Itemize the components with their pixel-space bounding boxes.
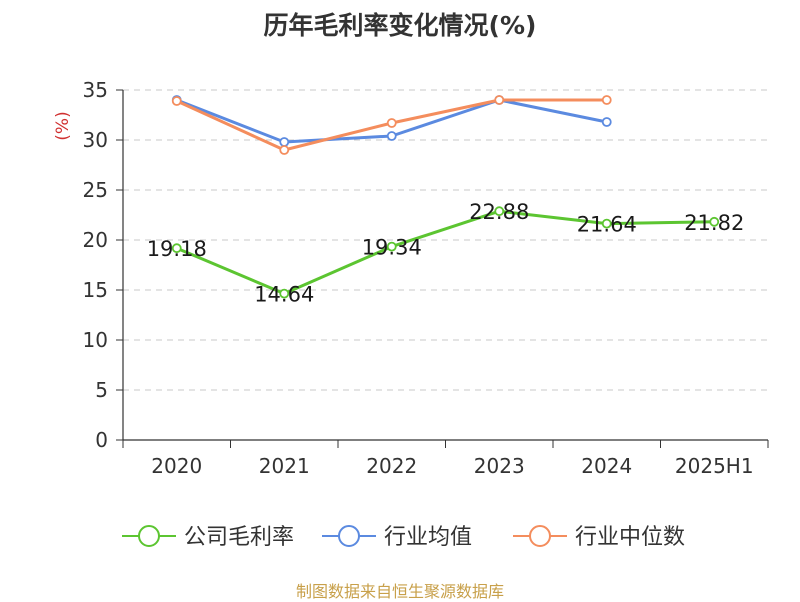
- data-point: [386, 131, 397, 141]
- y-axis-ticks: 0 5 10 15 20 25 30 35: [83, 78, 123, 452]
- x-tick-label: 2025H1: [675, 454, 754, 478]
- data-label: 19.18: [147, 237, 207, 261]
- legend: 公司毛利率 行业均值 行业中位数: [122, 525, 685, 550]
- y-tick-label: 35: [83, 78, 108, 102]
- x-tick-label: 2020: [151, 454, 202, 478]
- data-point: [279, 288, 290, 299]
- series-line: [176, 209, 715, 296]
- x-tick-label: 2022: [366, 454, 417, 478]
- data-point: [494, 206, 505, 217]
- legend-label: 公司毛利率: [184, 525, 294, 550]
- data-point: [279, 145, 290, 155]
- data-point: [279, 137, 290, 147]
- data-point: [386, 241, 397, 252]
- data-point: [601, 95, 612, 105]
- data-point: [171, 243, 182, 254]
- legend-marker: [338, 525, 360, 547]
- x-tick-label: 2023: [474, 454, 525, 478]
- y-tick-label: 30: [83, 128, 108, 152]
- y-tick-label: 25: [83, 178, 108, 202]
- data-point: [601, 117, 612, 127]
- series-lines: [171, 95, 720, 299]
- x-tick-label: 2024: [581, 454, 632, 478]
- x-axis-ticks: 2020 2021 2022 2023 2024 2025H1: [122, 440, 769, 478]
- data-point: [494, 95, 505, 105]
- y-tick-label: 0: [95, 428, 108, 452]
- data-label: 22.88: [469, 200, 529, 224]
- y-tick-label: 5: [95, 378, 108, 402]
- data-point: [601, 218, 612, 229]
- x-tick-label: 2021: [259, 454, 310, 478]
- data-label: 21.64: [577, 213, 637, 237]
- data-point: [171, 96, 182, 106]
- legend-marker: [529, 525, 551, 547]
- y-tick-label: 20: [83, 228, 108, 252]
- data-point: [709, 216, 720, 227]
- y-tick-label: 15: [83, 278, 108, 302]
- data-labels: 19.18 14.64 19.34 22.88 21.64 21.82: [147, 200, 745, 306]
- grid-lines: [123, 89, 768, 391]
- data-label: 21.82: [684, 211, 744, 235]
- data-point: [386, 118, 397, 128]
- legend-label: 行业均值: [384, 525, 472, 550]
- y-tick-label: 10: [83, 328, 108, 352]
- y-axis-label: (%): [53, 111, 73, 140]
- chart-title: 历年毛利率变化情况(%): [263, 11, 537, 40]
- data-label: 19.34: [362, 236, 422, 260]
- data-label: 14.64: [254, 283, 314, 307]
- source-footer: 制图数据来自恒生聚源数据库: [295, 582, 504, 601]
- legend-label: 行业中位数: [575, 525, 685, 550]
- legend-marker: [138, 525, 160, 547]
